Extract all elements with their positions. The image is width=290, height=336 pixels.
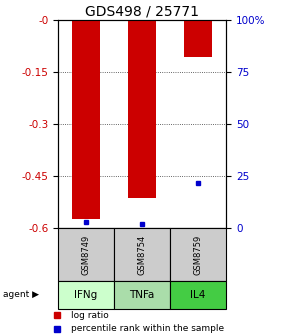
Text: TNFa: TNFa [129,290,155,300]
Text: GSM8759: GSM8759 [194,235,203,275]
Text: agent ▶: agent ▶ [3,290,39,299]
Text: GSM8749: GSM8749 [81,235,90,275]
Bar [58,281,114,309]
Bar [114,228,170,281]
Title: GDS498 / 25771: GDS498 / 25771 [85,5,199,19]
Bar [58,228,114,281]
Text: GSM8754: GSM8754 [137,235,147,275]
Text: IFNg: IFNg [75,290,98,300]
Bar [114,281,170,309]
Bar [184,20,212,57]
Bar [72,20,100,219]
Bar [170,281,226,309]
Bar [170,228,226,281]
Text: IL4: IL4 [191,290,206,300]
Bar [128,20,156,198]
Text: log ratio: log ratio [71,311,109,320]
Text: percentile rank within the sample: percentile rank within the sample [71,324,224,333]
